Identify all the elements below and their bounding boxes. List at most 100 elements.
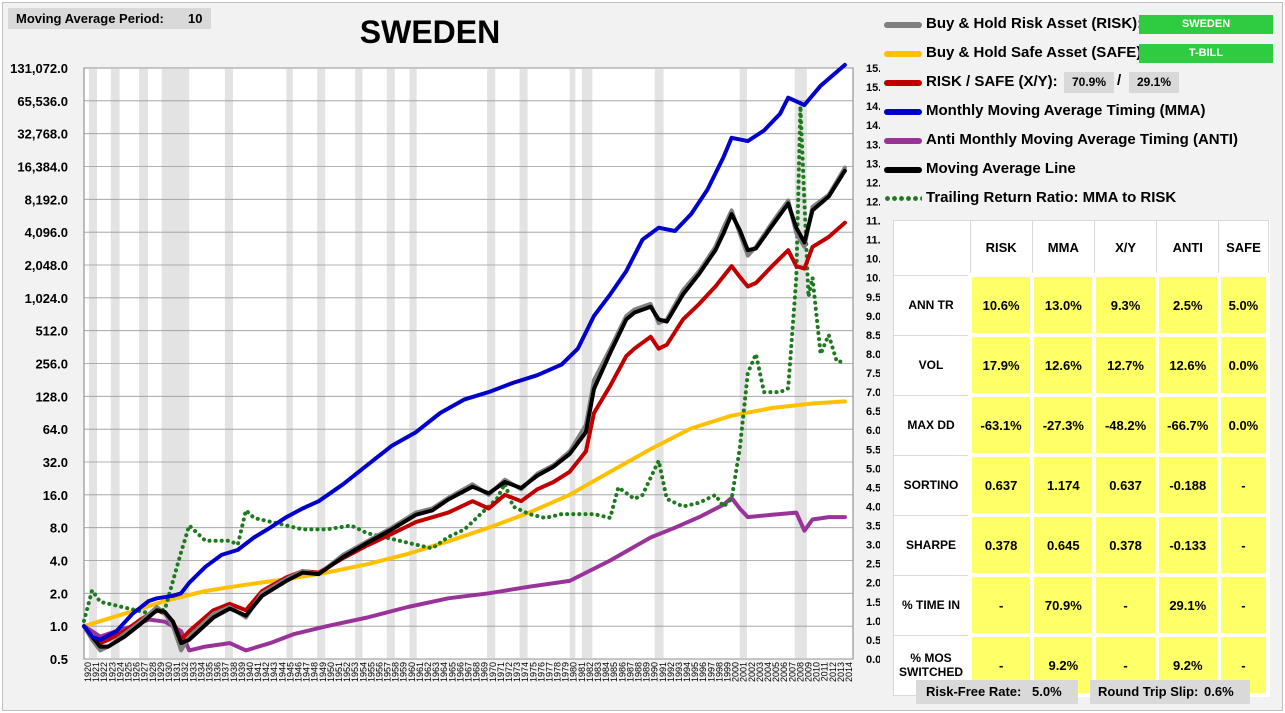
y-tick-label: 2,048.0 bbox=[25, 258, 68, 273]
x-tick-label: 1950 bbox=[326, 662, 336, 682]
stats-cell: - bbox=[1216, 453, 1271, 517]
y-tick-label: 8,192.0 bbox=[25, 192, 68, 207]
stats-header-cell: SAFE bbox=[1218, 220, 1269, 276]
x-tick-label: 1974 bbox=[520, 662, 530, 682]
legend-ratio-swatch bbox=[884, 196, 922, 201]
x-tick-label: 1969 bbox=[480, 662, 490, 682]
legend-anti-label: Anti Monthly Moving Average Timing (ANTI… bbox=[926, 131, 1238, 148]
slip-value: 0.6% bbox=[1204, 684, 1234, 699]
y-tick-label: 0.5 bbox=[50, 652, 68, 667]
x-tick-label: 1962 bbox=[423, 662, 433, 682]
x-tick-label: 1999 bbox=[723, 662, 733, 682]
x-tick-label: 1936 bbox=[213, 662, 223, 682]
y-tick-label: 32,768.0 bbox=[17, 127, 68, 142]
y2-tick-label: 10.5 bbox=[866, 254, 880, 266]
xy-safe-pct[interactable]: 29.1% bbox=[1129, 72, 1179, 93]
stats-cell: 1.174 bbox=[1030, 453, 1097, 517]
x-tick-label: 1996 bbox=[698, 662, 708, 682]
x-tick-label: 1944 bbox=[277, 662, 287, 682]
legend-xy: RISK / SAFE (X/Y): 70.9% / 29.1% bbox=[884, 70, 1282, 93]
x-tick-label: 1941 bbox=[253, 662, 263, 682]
x-tick-label: 1939 bbox=[237, 662, 247, 682]
stats-header-cell: ANTI bbox=[1156, 220, 1220, 276]
x-tick-label: 1991 bbox=[658, 662, 668, 682]
x-tick-label: 1973 bbox=[512, 662, 522, 682]
risk-free-value: 5.0% bbox=[1032, 684, 1062, 699]
risk-asset-box[interactable]: SWEDEN bbox=[1139, 15, 1273, 34]
x-tick-label: 2005 bbox=[771, 662, 781, 682]
stats-cell: 17.9% bbox=[967, 333, 1035, 397]
x-tick-label: 1983 bbox=[593, 662, 603, 682]
stats-cell: - bbox=[967, 573, 1035, 637]
x-tick-label: 2004 bbox=[763, 662, 773, 682]
series-line bbox=[82, 168, 847, 649]
x-tick-label: 1952 bbox=[342, 662, 352, 682]
x-tick-label: 1947 bbox=[302, 662, 312, 682]
x-tick-label: 2010 bbox=[812, 662, 822, 682]
y-tick-label: 32.0 bbox=[43, 455, 68, 470]
x-tick-label: 1992 bbox=[666, 662, 676, 682]
x-tick-label: 1922 bbox=[99, 662, 109, 682]
y2-tick-label: 2.0 bbox=[866, 578, 880, 590]
x-tick-label: 1987 bbox=[625, 662, 635, 682]
legend-anti: Anti Monthly Moving Average Timing (ANTI… bbox=[884, 128, 1282, 150]
stats-header-cell bbox=[893, 220, 971, 276]
xy-risk-pct[interactable]: 70.9% bbox=[1064, 72, 1114, 93]
x-tick-label: 1927 bbox=[140, 662, 150, 682]
y2-tick-label: 12.0 bbox=[866, 196, 880, 208]
y2-tick-label: 0.5 bbox=[866, 635, 880, 647]
risk-free-rate-box: Risk-Free Rate: 5.0% bbox=[916, 680, 1078, 704]
y-tick-label: 2.0 bbox=[50, 586, 68, 601]
x-tick-label: 1948 bbox=[310, 662, 320, 682]
x-tick-label: 2001 bbox=[739, 662, 749, 682]
stats-cell: 0.378 bbox=[967, 513, 1035, 577]
y2-tick-label: 10.0 bbox=[866, 273, 880, 285]
x-tick-label: 1923 bbox=[107, 662, 117, 682]
stats-table-container: RISK MMA X/Y ANTI SAFE ANN TR 10.6% 13.0… bbox=[893, 220, 1271, 697]
x-tick-label: 1976 bbox=[536, 662, 546, 682]
y-tick-label: 1,024.0 bbox=[25, 291, 68, 306]
y2-tick-label: 3.5 bbox=[866, 521, 880, 533]
x-tick-label: 1957 bbox=[383, 662, 393, 682]
legend-safe: Buy & Hold Safe Asset (SAFE): T-BILL bbox=[884, 41, 1282, 63]
legend-safe-swatch bbox=[884, 51, 922, 57]
stats-row-max-dd: MAX DD -63.1% -27.3% -48.2% -66.7% 0.0% bbox=[893, 393, 1271, 457]
stats-row-label: ANN TR bbox=[893, 274, 971, 336]
series-line bbox=[82, 399, 847, 629]
y-tick-label: 4,096.0 bbox=[25, 225, 68, 240]
x-tick-label: 1966 bbox=[455, 662, 465, 682]
x-tick-label: 1925 bbox=[124, 662, 134, 682]
x-tick-label: 1971 bbox=[496, 662, 506, 682]
legend-risk: Buy & Hold Risk Asset (RISK): SWEDEN bbox=[884, 12, 1282, 34]
y-tick-label: 512.0 bbox=[35, 324, 68, 339]
x-tick-label: 1921 bbox=[91, 662, 101, 682]
y2-tick-label: 8.0 bbox=[866, 349, 880, 361]
x-tick-label: 1967 bbox=[464, 662, 474, 682]
x-tick-label: 1994 bbox=[682, 662, 692, 682]
stats-cell: 70.9% bbox=[1030, 573, 1097, 637]
stats-cell: 0.0% bbox=[1216, 393, 1271, 457]
y2-tick-label: 15.5 bbox=[866, 63, 880, 75]
y2-tick-label: 13.0 bbox=[866, 158, 880, 170]
x-tick-label: 1946 bbox=[294, 662, 304, 682]
x-tick-label: 1978 bbox=[553, 662, 563, 682]
x-tick-label: 1972 bbox=[504, 662, 514, 682]
stats-cell: - bbox=[1216, 573, 1271, 637]
x-tick-label: 1930 bbox=[164, 662, 174, 682]
x-tick-label: 1932 bbox=[180, 662, 190, 682]
x-tick-label: 1933 bbox=[188, 662, 198, 682]
y2-tick-label: 2.5 bbox=[866, 559, 880, 571]
x-tick-label: 1938 bbox=[229, 662, 239, 682]
stats-cell: - bbox=[1216, 513, 1271, 577]
x-tick-label: 1993 bbox=[674, 662, 684, 682]
y2-tick-label: 8.5 bbox=[866, 330, 880, 342]
stats-cell: -0.133 bbox=[1154, 513, 1221, 577]
y-tick-label: 8.0 bbox=[50, 521, 68, 536]
series-line bbox=[82, 104, 847, 623]
x-tick-label: 2012 bbox=[828, 662, 838, 682]
safe-asset-box[interactable]: T-BILL bbox=[1139, 44, 1273, 63]
x-tick-label: 1924 bbox=[115, 662, 125, 682]
chart-title: SWEDEN bbox=[359, 14, 501, 50]
x-tick-label: 1954 bbox=[358, 662, 368, 682]
x-tick-label: 2000 bbox=[731, 662, 741, 682]
